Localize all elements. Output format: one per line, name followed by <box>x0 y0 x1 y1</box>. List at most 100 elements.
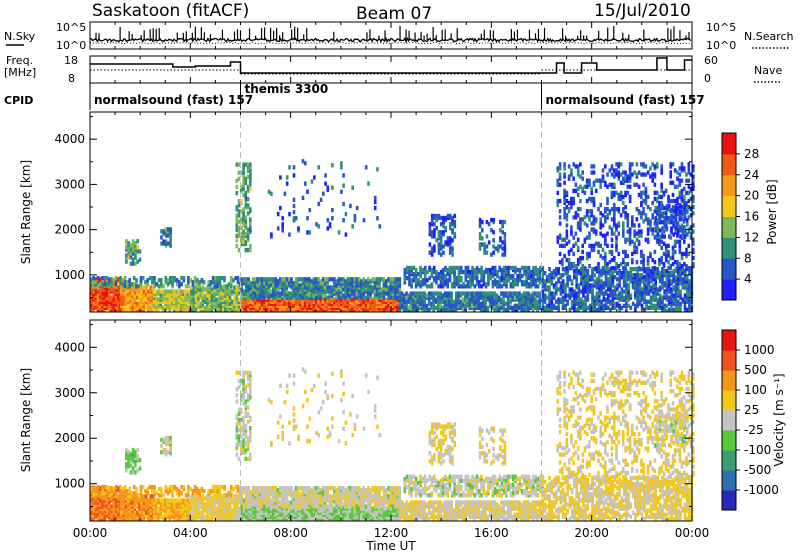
heatmap-cell <box>99 282 102 287</box>
heatmap-cell <box>470 291 474 296</box>
heatmap-cell <box>366 277 370 282</box>
heatmap-cell <box>396 295 399 300</box>
heatmap-cell <box>585 251 589 257</box>
power-cells <box>90 159 695 312</box>
heatmap-cell <box>265 289 268 294</box>
heatmap-cell <box>574 264 578 269</box>
heatmap-cell <box>173 293 176 298</box>
heatmap-cell <box>586 297 590 302</box>
heatmap-cell <box>631 273 635 278</box>
heatmap-cell <box>199 301 202 306</box>
heatmap-cell <box>588 251 591 257</box>
heatmap-cell <box>436 291 440 296</box>
heatmap-cell <box>626 178 630 183</box>
heatmap-cell <box>414 291 417 296</box>
heatmap-cell <box>617 174 621 179</box>
heatmap-cell <box>313 175 316 180</box>
heatmap-cell <box>665 303 669 308</box>
heatmap-cell <box>678 239 682 244</box>
heatmap-cell <box>661 226 664 231</box>
heatmap-cell <box>649 219 652 224</box>
heatmap-cell <box>617 170 621 175</box>
heatmap-cell <box>482 274 486 279</box>
heatmap-cell <box>481 242 484 247</box>
heatmap-cell <box>680 264 684 269</box>
heatmap-cell <box>669 174 672 179</box>
heatmap-cell <box>573 303 576 308</box>
heatmap-cell <box>435 217 438 223</box>
heatmap-cell <box>303 303 307 308</box>
heatmap-cell <box>565 213 569 218</box>
heatmap-cell <box>636 283 639 288</box>
heatmap-cell <box>635 217 639 222</box>
heatmap-cell <box>564 303 567 308</box>
heatmap-cell <box>574 182 578 187</box>
heatmap-cell <box>455 291 458 296</box>
heatmap-cell <box>576 221 580 226</box>
heatmap-cell <box>661 234 664 239</box>
heatmap-cell <box>249 243 252 249</box>
heatmap-cell <box>681 297 685 302</box>
heatmap-cell <box>649 275 653 280</box>
heatmap-cell <box>151 285 155 290</box>
heatmap-cell <box>626 184 630 189</box>
heatmap-cell <box>567 164 571 169</box>
heatmap-cell <box>276 293 280 298</box>
heatmap-cell <box>680 192 684 198</box>
heatmap-cell <box>645 299 648 304</box>
heatmap-cell <box>576 245 580 250</box>
heatmap-cell <box>448 269 452 275</box>
heatmap-cell <box>622 225 625 230</box>
heatmap-cell <box>556 178 560 183</box>
heatmap-cell <box>256 277 259 282</box>
heatmap-cell <box>634 303 637 308</box>
heatmap-cell <box>635 237 639 242</box>
heatmap-cell <box>485 244 489 249</box>
heatmap-cell <box>331 216 334 221</box>
heatmap-cell <box>364 165 368 170</box>
heatmap-cell <box>570 287 574 292</box>
heatmap-cell <box>520 307 523 312</box>
heatmap-cell <box>306 189 309 194</box>
heatmap-cell <box>685 251 688 257</box>
heatmap-cell <box>342 218 345 223</box>
heatmap-cell <box>90 516 93 521</box>
heatmap-cell <box>326 277 329 282</box>
heatmap-cell <box>290 277 293 282</box>
heatmap-cell <box>478 267 481 273</box>
heatmap-cell <box>244 231 248 236</box>
heatmap-cell <box>235 178 239 183</box>
heatmap-cell <box>507 269 510 275</box>
heatmap-cell <box>362 218 366 223</box>
heatmap-cell <box>94 291 98 296</box>
heatmap-cell <box>215 297 218 302</box>
heatmap-cell <box>672 293 675 298</box>
heatmap-cell <box>490 217 493 223</box>
heatmap-cell <box>620 305 624 310</box>
heatmap-cell <box>649 207 652 212</box>
heatmap-cell <box>613 266 616 271</box>
heatmap-cell <box>579 289 583 294</box>
heatmap-cell <box>237 170 241 175</box>
heatmap-cell <box>617 221 621 226</box>
heatmap-cell <box>153 284 156 289</box>
heatmap-cell <box>114 282 118 287</box>
heatmap-cell <box>306 216 309 221</box>
heatmap-cell <box>155 289 158 294</box>
heatmap-cell <box>671 180 675 185</box>
heatmap-cell <box>160 229 163 234</box>
heatmap-cell <box>407 299 411 304</box>
heatmap-cell <box>628 172 632 177</box>
heatmap-cell <box>464 284 468 289</box>
heatmap-cell <box>437 250 441 255</box>
heatmap-cell <box>576 213 580 218</box>
heatmap-cell <box>561 257 564 263</box>
heatmap-cell <box>615 235 618 240</box>
heatmap-cell <box>681 267 685 272</box>
heatmap-cell <box>480 284 483 289</box>
heatmap-cell <box>625 289 628 294</box>
heatmap-cell <box>157 307 160 312</box>
heatmap-cell <box>664 211 668 216</box>
heatmap-cell <box>593 273 596 278</box>
heatmap-cell <box>663 281 666 286</box>
